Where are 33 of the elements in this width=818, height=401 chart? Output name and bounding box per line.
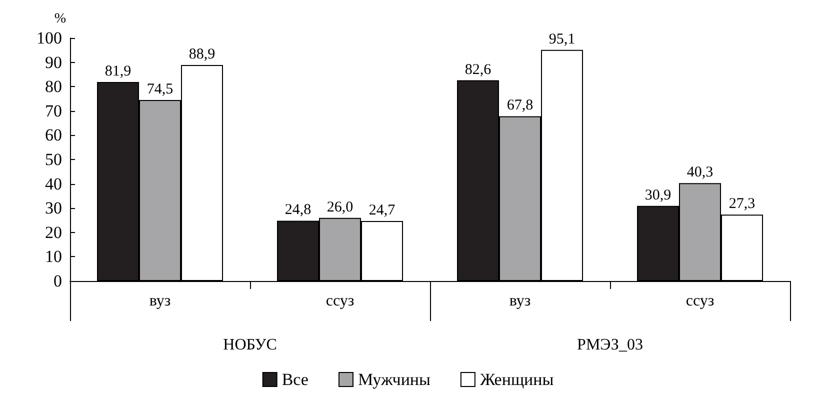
legend-label: Все [282, 370, 308, 389]
y-tick-label: 20 [45, 222, 62, 242]
data-label: 67,8 [506, 98, 534, 114]
x-tick-label: ссуз [326, 292, 354, 310]
y-axis-title: % [54, 12, 66, 26]
y-tick-label: 40 [45, 174, 62, 194]
legend-label: Женщины [480, 370, 554, 389]
text: НОБУС [223, 336, 277, 354]
data-label: 81,9 [104, 63, 132, 80]
y-tick-label: 30 [45, 198, 62, 218]
data-label: 95,1 [548, 31, 576, 48]
data-label: 40,3 [686, 164, 714, 181]
data-label: 82,6 [464, 62, 492, 78]
y-tick-label: 100 [36, 28, 62, 48]
legend-label: Мужчины [358, 370, 432, 389]
data-label: 88,9 [188, 46, 216, 62]
y-tick-label: 70 [45, 101, 62, 120]
data-label: 27,3 [728, 196, 756, 212]
x-tick-label: ссуз [686, 292, 714, 310]
y-tick-label: 60 [45, 126, 62, 145]
data-label: 24,8 [284, 202, 312, 218]
x-tick-label: вуз [509, 292, 531, 310]
y-tick-label: 50 [45, 150, 62, 169]
data-label: 30,9 [644, 187, 672, 204]
y-tick-label: 10 [45, 247, 62, 266]
text: РМЭЗ_03 [577, 336, 643, 354]
data-label: 26,0 [326, 199, 354, 216]
y-tick-label: 80 [45, 77, 62, 96]
y-tick-label: 90 [45, 52, 62, 72]
y-tick-label: 0 [54, 272, 62, 290]
data-label: 24,7 [368, 202, 396, 218]
x-tick-label: вуз [149, 292, 171, 310]
data-label: 74,5 [146, 81, 174, 98]
